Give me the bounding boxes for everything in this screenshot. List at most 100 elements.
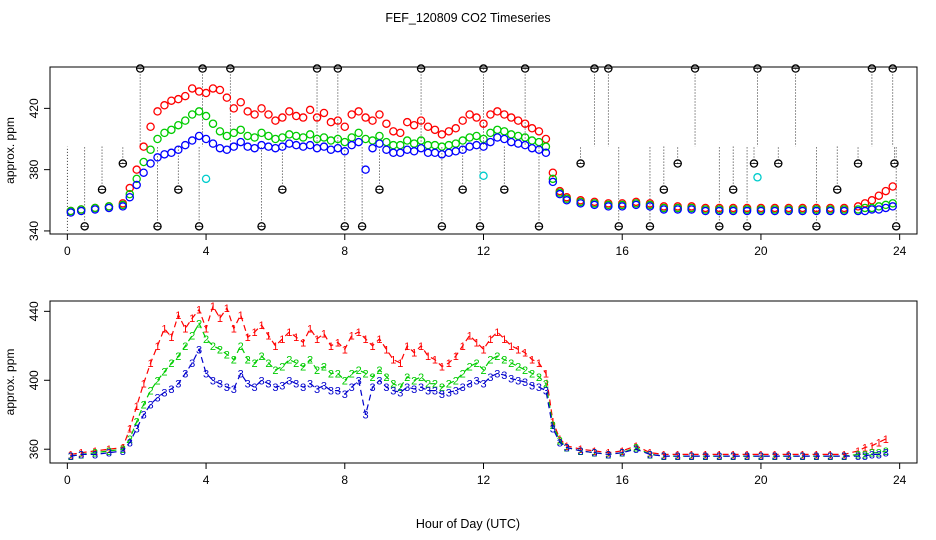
data-point bbox=[319, 133, 329, 142]
data-point bbox=[812, 206, 821, 216]
data-point-marker: 3 bbox=[231, 384, 237, 396]
data-point-marker: 1 bbox=[494, 327, 500, 339]
data-point bbox=[534, 137, 544, 147]
data-point-marker: 3 bbox=[786, 451, 792, 463]
data-point bbox=[520, 64, 530, 73]
data-point-marker: 3 bbox=[799, 451, 805, 463]
data-point-marker: 1 bbox=[404, 341, 410, 353]
data-point-marker: 1 bbox=[432, 355, 438, 367]
data-point bbox=[76, 206, 86, 216]
data-point-marker: 3 bbox=[328, 386, 334, 398]
data-point-marker: 1 bbox=[134, 401, 140, 413]
data-point-marker: 1 bbox=[307, 324, 313, 336]
data-point bbox=[687, 205, 696, 214]
data-point bbox=[285, 139, 294, 148]
data-point-marker: 1 bbox=[862, 442, 868, 454]
data-point bbox=[527, 136, 537, 145]
data-point-marker: 1 bbox=[182, 324, 188, 336]
data-point-marker: 3 bbox=[92, 449, 98, 461]
data-point bbox=[357, 222, 367, 231]
data-point-marker: 3 bbox=[182, 368, 188, 380]
data-point bbox=[888, 199, 897, 208]
data-point bbox=[548, 177, 558, 187]
data-point bbox=[201, 134, 211, 144]
data-point-marker: 3 bbox=[591, 448, 597, 460]
data-point bbox=[396, 128, 405, 138]
data-point bbox=[614, 222, 624, 231]
data-point-marker: 3 bbox=[397, 387, 403, 399]
data-point bbox=[347, 110, 356, 119]
data-point-marker: 2 bbox=[578, 446, 584, 458]
data-point-marker: 2 bbox=[141, 399, 147, 411]
data-point bbox=[215, 85, 225, 95]
data-point bbox=[167, 96, 176, 105]
data-point bbox=[493, 107, 502, 116]
data-point bbox=[486, 128, 495, 138]
data-point-marker: 2 bbox=[869, 448, 875, 460]
data-point-marker: 3 bbox=[217, 379, 223, 391]
data-point bbox=[486, 110, 495, 119]
data-point bbox=[125, 183, 135, 193]
data-point bbox=[215, 143, 225, 153]
data-point-marker: 2 bbox=[245, 355, 251, 367]
data-point-marker: 1 bbox=[342, 344, 348, 356]
data-point-marker: 1 bbox=[293, 332, 299, 344]
data-point bbox=[458, 185, 467, 194]
data-point bbox=[291, 140, 301, 150]
data-point-marker: 2 bbox=[203, 334, 209, 346]
data-point-marker: 3 bbox=[480, 379, 486, 391]
data-point bbox=[208, 84, 218, 93]
data-point-marker: 3 bbox=[196, 344, 202, 356]
data-point-marker: 1 bbox=[335, 337, 341, 349]
data-point-marker: 3 bbox=[578, 446, 584, 458]
data-point-marker: 1 bbox=[661, 449, 667, 461]
data-point-marker: 1 bbox=[730, 449, 736, 461]
data-point bbox=[604, 202, 613, 211]
data-point-marker: 1 bbox=[78, 448, 84, 460]
data-point bbox=[430, 125, 440, 135]
data-point bbox=[80, 222, 89, 231]
data-point-marker: 1 bbox=[536, 358, 542, 370]
data-point-marker: 2 bbox=[702, 451, 708, 463]
data-point-marker: 3 bbox=[411, 384, 417, 396]
data-point bbox=[236, 97, 245, 107]
data-point bbox=[770, 206, 780, 216]
data-point bbox=[236, 125, 245, 135]
data-point-marker: 1 bbox=[786, 449, 792, 461]
data-point-marker: 3 bbox=[758, 451, 764, 463]
data-point bbox=[402, 136, 412, 145]
data-point-marker: 3 bbox=[772, 451, 778, 463]
data-point bbox=[437, 142, 447, 151]
data-point-marker: 3 bbox=[404, 382, 410, 394]
data-point-marker: 2 bbox=[439, 382, 445, 394]
data-point bbox=[305, 105, 315, 115]
data-point bbox=[291, 131, 301, 141]
data-point bbox=[396, 148, 405, 158]
data-point bbox=[312, 113, 322, 122]
data-point bbox=[118, 202, 128, 211]
data-point bbox=[305, 140, 315, 150]
data-point bbox=[500, 134, 509, 144]
data-point bbox=[354, 137, 363, 147]
data-point bbox=[153, 153, 162, 162]
data-point bbox=[493, 133, 502, 142]
data-point bbox=[382, 137, 391, 147]
data-point bbox=[285, 130, 294, 139]
data-point bbox=[409, 120, 419, 130]
data-point bbox=[361, 113, 370, 122]
data-point-marker: 3 bbox=[335, 386, 341, 398]
x-axis-label: Hour of Day (UTC) bbox=[416, 517, 520, 531]
data-point-marker: 2 bbox=[307, 355, 313, 367]
data-point-marker: 2 bbox=[432, 379, 438, 391]
data-point-marker: 3 bbox=[321, 380, 327, 392]
x-tick-label: 24 bbox=[893, 244, 907, 258]
data-point bbox=[208, 139, 218, 148]
data-point bbox=[472, 113, 481, 122]
data-point-marker: 3 bbox=[529, 380, 535, 392]
data-point bbox=[132, 165, 141, 174]
data-point-marker: 3 bbox=[258, 375, 264, 387]
data-point bbox=[874, 191, 884, 200]
data-point-marker: 2 bbox=[730, 451, 736, 463]
